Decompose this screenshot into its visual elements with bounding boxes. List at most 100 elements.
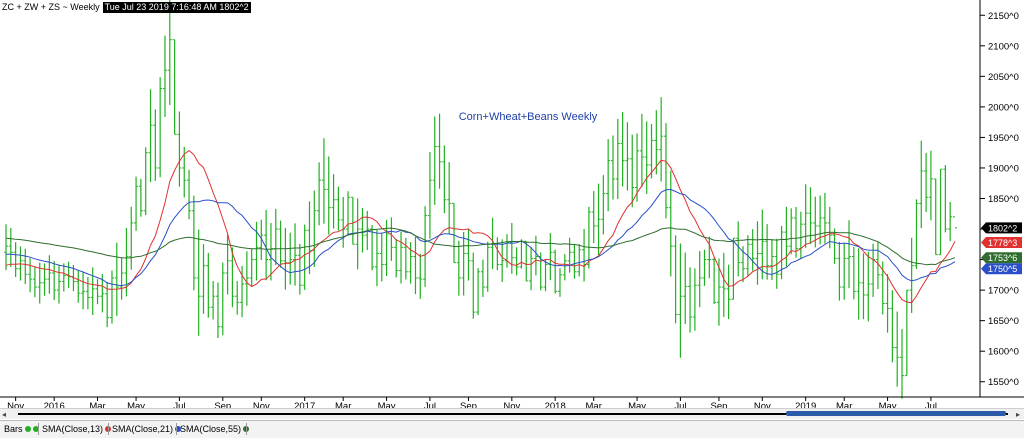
price-bar — [688, 267, 693, 333]
time-scrollbar[interactable]: ◂ ▸ — [0, 408, 1024, 419]
price-bar — [625, 122, 630, 191]
price-tick-label: 1550^0 — [988, 377, 1019, 388]
price-bar — [167, 0, 172, 105]
time-tick-label: 2019 — [795, 401, 816, 408]
time-tick-label: Mar — [586, 401, 602, 408]
price-bar — [553, 249, 558, 294]
price-bar — [798, 211, 803, 259]
legend-sma13[interactable]: SMA(Close,13) — [42, 424, 112, 434]
time-tick-label: Sep — [214, 401, 231, 408]
price-bar — [692, 268, 697, 331]
price-axis: 1550^01600^01650^01700^01750^01800^01850… — [980, 11, 1019, 388]
price-bar — [331, 174, 336, 229]
price-bar — [615, 119, 620, 200]
price-bar — [138, 178, 143, 217]
price-tick-label: 2100^0 — [988, 41, 1019, 52]
price-bar — [769, 239, 774, 280]
last-value-tag: 1802^2 — [981, 222, 1022, 234]
price-bar — [4, 224, 8, 271]
price-bar — [307, 201, 312, 275]
scroll-thumb[interactable] — [786, 411, 1006, 416]
sma-line-55 — [5, 227, 956, 266]
price-bar — [726, 264, 731, 320]
price-bar — [148, 89, 153, 183]
time-axis: Nov 2016 Mar May Jul Sep Nov 2017 Mar May Jul Sep No… — [7, 397, 937, 412]
price-bar — [370, 225, 375, 271]
price-bar — [52, 260, 57, 301]
price-bar — [716, 258, 721, 326]
chart-header: ZC + ZW + ZS ~ Weekly Tue Jul 23 2019 7:… — [2, 1, 251, 13]
legend-sma21-label: SMA(Close,21) — [112, 424, 174, 434]
time-tick-label: Mar — [836, 401, 852, 408]
price-bar — [196, 229, 201, 336]
price-bar — [442, 145, 447, 214]
price-bar — [866, 251, 871, 322]
price-bar — [683, 252, 688, 324]
timestamp-label: Tue Jul 23 2019 7:16:48 AM 1802^2 — [102, 1, 251, 13]
price-bar — [630, 134, 635, 208]
price-bar — [283, 227, 288, 290]
legend-sma55[interactable]: SMA(Close,55) — [180, 424, 250, 434]
price-bar — [321, 138, 326, 224]
price-bar — [23, 248, 28, 285]
price-bar — [100, 273, 105, 313]
price-bar — [678, 243, 683, 358]
price-bar — [755, 221, 760, 285]
price-bar — [273, 208, 278, 266]
price-bar — [413, 236, 418, 295]
chart-title: Corn+Wheat+Beans Weekly — [458, 111, 598, 123]
time-tick-label: May — [378, 401, 396, 408]
price-bar — [500, 239, 505, 283]
time-tick-label: Jul — [925, 401, 937, 408]
price-bar — [851, 246, 856, 300]
time-tick-label: May — [628, 401, 646, 408]
price-bar — [794, 206, 799, 258]
price-tick-label: 2150^0 — [988, 11, 1019, 22]
price-bar — [668, 170, 673, 277]
price-bar — [933, 178, 938, 256]
price-bar — [582, 228, 587, 282]
price-bar — [206, 252, 211, 318]
price-bar — [885, 273, 890, 333]
legend-divider — [108, 423, 109, 435]
price-bar — [32, 266, 37, 298]
time-tick-label: Sep — [711, 401, 728, 408]
price-bar — [644, 121, 649, 195]
price-bar — [495, 237, 500, 271]
price-chart[interactable]: 1550^01600^01650^01700^01750^01800^01850… — [0, 0, 1024, 412]
price-bar — [81, 271, 86, 310]
price-bar — [649, 124, 654, 179]
price-bar — [837, 241, 842, 301]
time-tick-label: 2016 — [44, 401, 65, 408]
scroll-track[interactable] — [18, 413, 1008, 415]
price-bar — [302, 224, 307, 290]
price-bar — [476, 268, 481, 316]
price-bar — [109, 270, 114, 324]
time-tick-label: Sep — [460, 401, 477, 408]
legend-bars[interactable]: Bars — [4, 424, 39, 434]
price-bar — [394, 238, 399, 278]
price-bar — [606, 139, 611, 212]
price-bar — [230, 247, 235, 308]
price-bar — [134, 176, 139, 231]
price-bar — [900, 329, 905, 399]
price-bar — [326, 156, 331, 235]
legend-sma21[interactable]: SMA(Close,21) — [112, 424, 182, 434]
price-bar — [211, 281, 216, 320]
price-bar — [514, 247, 519, 276]
scroll-right-icon[interactable]: ▸ — [1015, 410, 1020, 419]
time-tick-label: Mar — [335, 401, 351, 408]
price-bar — [529, 246, 534, 291]
price-bar — [61, 263, 66, 292]
price-bar — [557, 268, 562, 297]
price-bar — [317, 162, 322, 226]
time-tick-label: May — [879, 401, 897, 408]
price-tick-label: 1700^0 — [988, 286, 1019, 297]
time-tick-label: 2017 — [294, 401, 315, 408]
price-bar — [601, 175, 606, 235]
scroll-left-icon[interactable]: ◂ — [2, 410, 7, 419]
price-bar — [437, 113, 442, 189]
price-bar — [943, 165, 948, 233]
